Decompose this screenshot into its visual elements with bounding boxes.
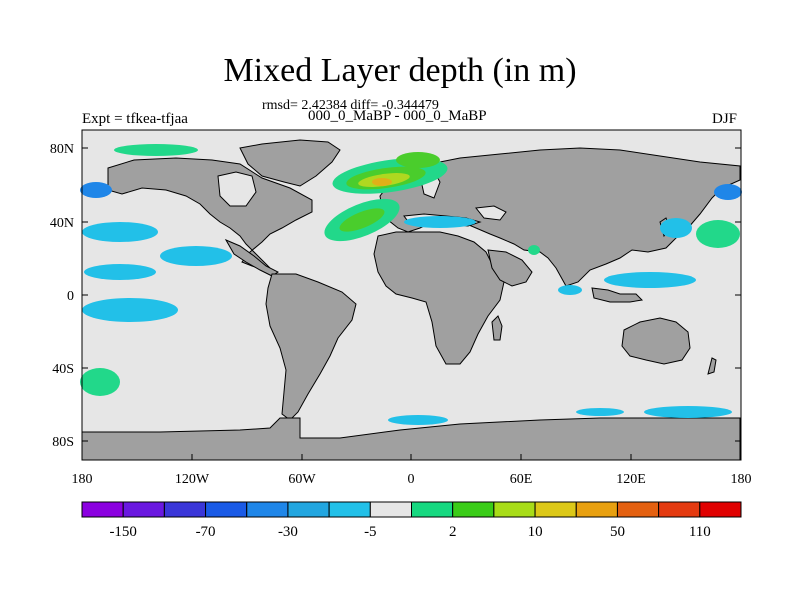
anomaly-north-pacific-east-edge: [714, 184, 742, 200]
colorbar-swatch: [246, 501, 289, 518]
colorbar-labels: -150 -70 -30 -5 2 10 50 110: [109, 524, 710, 540]
experiment-label: Expt = tfkea-tfjaa: [82, 111, 188, 127]
x-tick-60e: 60E: [510, 472, 533, 487]
colorbar-swatch: [534, 501, 577, 518]
colorbar-swatch: [81, 501, 124, 518]
colorbar-label: 2: [449, 524, 457, 540]
land-africa: [373, 231, 505, 365]
colorbar-label: 10: [528, 524, 543, 540]
anomaly-southern-ocean-3: [576, 408, 624, 416]
map-title: Mixed Layer depth (in m): [223, 52, 577, 89]
land-south-america: [265, 273, 357, 421]
y-tick-80n: 80N: [50, 142, 74, 157]
anomaly-pacific-north-edge: [80, 182, 112, 198]
hudson-bay: [217, 171, 257, 207]
anomaly-negative-layer: [80, 182, 742, 425]
colorbar-swatch: [699, 501, 742, 518]
anomaly-north-atlantic-3: [396, 152, 440, 168]
comparison-line: 000_0_MaBP - 000_0_MaBP: [308, 108, 487, 124]
colorbar-swatch: [163, 501, 207, 518]
x-tick-120e: 120E: [616, 472, 646, 487]
land-layer: [81, 139, 741, 461]
y-tick-0: 0: [67, 289, 74, 304]
y-tick-40s: 40S: [52, 362, 74, 377]
anomaly-southern-ocean-1: [388, 415, 448, 425]
colorbar-swatch: [493, 501, 536, 518]
anomaly-indian-ocean: [528, 245, 540, 255]
colorbar-label: -70: [196, 524, 216, 540]
colorbar-label: 50: [610, 524, 625, 540]
colorbar-swatch: [658, 501, 701, 518]
land-arabia: [487, 249, 533, 287]
colorbar-swatch: [616, 501, 660, 518]
y-tick-80s: 80S: [52, 435, 74, 450]
anomaly-south-pacific-east: [80, 368, 120, 396]
colorbar-swatch: [452, 501, 495, 518]
anomaly-indian-ocean-2: [404, 216, 476, 228]
anomaly-pacific-east-1: [82, 222, 158, 242]
colorbar-swatch: [287, 501, 330, 518]
anomaly-north-atlantic-1-core: [339, 208, 385, 232]
land-antarctica: [81, 417, 741, 461]
anomaly-pacific-east-4: [82, 298, 178, 322]
anomaly-indian-ocean-1: [604, 272, 696, 288]
anomaly-greenland-sea: [114, 144, 198, 156]
colorbar-label: 110: [689, 524, 711, 540]
x-tick-60w: 60W: [288, 472, 316, 487]
anomaly-southern-ocean-2: [644, 406, 732, 418]
anomaly-positive-layer: [80, 144, 740, 396]
colorbar-label: -150: [109, 524, 137, 540]
colorbar-swatch: [411, 501, 454, 518]
tick-marks: [81, 147, 742, 460]
anomaly-north-pacific-west-2: [660, 218, 692, 238]
anomaly-indian-ocean-south: [558, 285, 582, 295]
colorbar-swatch: [328, 501, 371, 518]
land-madagascar: [491, 315, 503, 341]
x-tick-180e: 180: [731, 472, 752, 487]
x-tick-120w: 120W: [175, 472, 210, 487]
colorbar-label: -30: [278, 524, 298, 540]
land-new-zealand: [707, 357, 717, 375]
colorbar-swatch: [575, 501, 618, 518]
x-tick-180w: 180: [72, 472, 93, 487]
season-label: DJF: [712, 111, 738, 127]
colorbar-swatch: [369, 501, 412, 518]
land-australia: [621, 317, 691, 365]
land-greenland: [239, 139, 341, 187]
anomaly-pacific-east-3: [84, 264, 156, 280]
colorbar-label: -5: [364, 524, 377, 540]
stats-line: rmsd= 2.42384 diff= -0.344479: [262, 98, 439, 113]
y-tick-40n: 40N: [50, 216, 74, 231]
colorbar-swatch: [122, 501, 165, 518]
land-indonesia: [591, 287, 644, 303]
anomaly-north-atlantic-2-peak: [372, 178, 392, 186]
anomaly-north-pacific-west: [696, 220, 740, 248]
black-caspian-sea: [475, 205, 507, 221]
colorbar-swatch: [205, 501, 248, 518]
colorbar: [81, 501, 742, 518]
anomaly-pacific-east-2: [160, 246, 232, 266]
x-tick-0: 0: [408, 472, 415, 487]
